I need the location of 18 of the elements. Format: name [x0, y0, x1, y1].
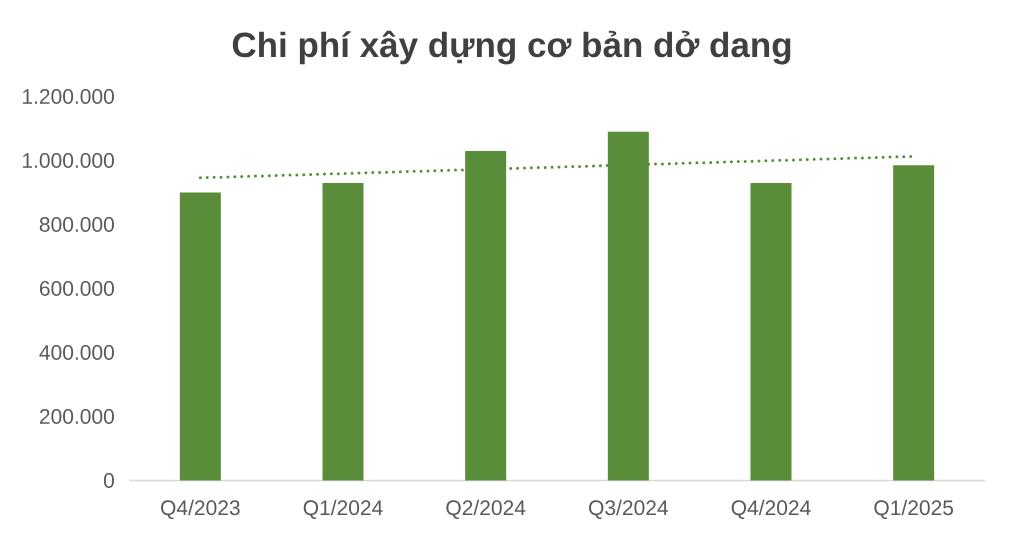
- x-tick-label: Q4/2023: [161, 499, 240, 519]
- x-tick-label: Q3/2024: [589, 499, 668, 519]
- bar: [893, 165, 935, 481]
- bar: [322, 182, 364, 481]
- bar: [179, 192, 221, 481]
- y-tick-label: 400.000: [39, 345, 114, 360]
- x-tick-label: Q1/2024: [303, 499, 383, 519]
- chart-title: Chi phí xây dựng cơ bản dở dang: [232, 30, 791, 65]
- x-tick-label: Q1/2025: [874, 499, 954, 519]
- x-tick-label: Q2/2024: [446, 499, 526, 519]
- y-tick-label: 1.000.000: [22, 153, 114, 168]
- y-tick-label: 600.000: [39, 281, 114, 296]
- y-tick-label: 800.000: [39, 217, 114, 232]
- x-tick-label: Q4/2024: [731, 499, 811, 519]
- y-tick-label: 200.000: [39, 409, 114, 424]
- y-tick-label: 0: [103, 473, 114, 488]
- bar: [750, 182, 792, 481]
- y-tick-label: 1.200.000: [22, 89, 114, 104]
